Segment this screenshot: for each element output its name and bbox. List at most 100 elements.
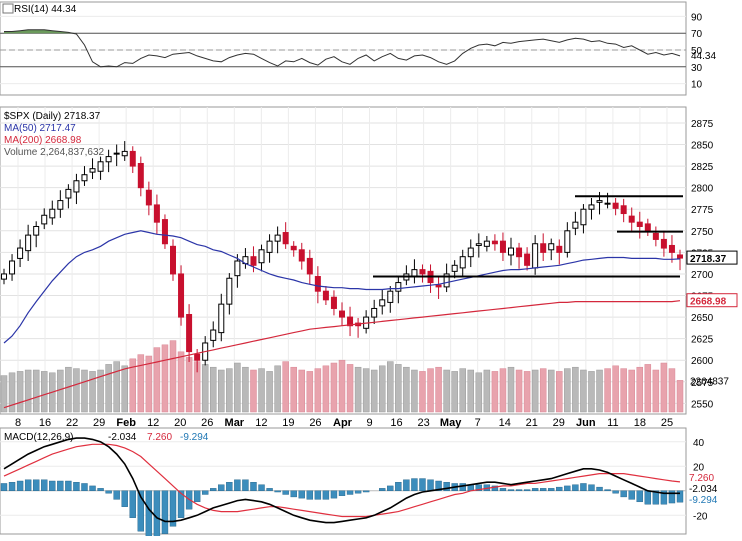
candle-body (97, 161, 104, 172)
rsi-tick-label: 50 (691, 46, 703, 57)
volume-bar (0, 375, 8, 413)
candle-body (371, 307, 378, 318)
rsi-tick-label: 90 (691, 12, 703, 23)
candle-body (395, 282, 402, 292)
macd-histogram-bar (57, 480, 64, 492)
macd-histogram-bar (362, 490, 370, 493)
volume-bar (65, 366, 72, 413)
macd-histogram-bar (81, 483, 88, 492)
x-axis-label: 18 (634, 417, 646, 429)
macd-histogram-bar (24, 479, 32, 491)
candle-body (137, 162, 144, 189)
macd-histogram-bar (475, 484, 483, 491)
volume-bar (145, 355, 153, 413)
volume-bar (403, 366, 410, 413)
volume-bar (266, 371, 273, 413)
volume-bar (419, 371, 426, 413)
x-axis-label: 16 (390, 417, 402, 429)
macd-histogram-bar (676, 490, 684, 503)
candle-body (153, 204, 160, 223)
candle-body (129, 150, 136, 167)
volume-bar (564, 368, 571, 413)
candle-body (419, 269, 426, 275)
price-tick-label: 2850 (691, 141, 714, 152)
rsi-tick-label: 30 (691, 63, 703, 74)
x-axis-label: Mar (225, 417, 245, 429)
x-axis-label: 21 (526, 417, 538, 429)
macd-histogram-bar (507, 489, 515, 492)
volume-bar (201, 364, 209, 413)
candle-body (298, 249, 305, 262)
candle-body (467, 247, 474, 258)
macd-histogram-bar (596, 486, 603, 491)
candle-body (475, 243, 482, 246)
macd-histogram-bar (177, 490, 185, 518)
volume-bar (596, 369, 603, 413)
candle-body (443, 273, 450, 288)
volume-bar (169, 340, 177, 413)
rsi-toggle-icon[interactable] (2, 3, 14, 14)
macd-histogram-bar (258, 484, 265, 491)
macd-histogram-bar (411, 478, 418, 491)
volume-bar (387, 361, 394, 413)
volume-bar (483, 369, 491, 413)
volume-bar (644, 364, 652, 413)
candle-body (564, 230, 571, 253)
price-tick-label: 2575 (691, 378, 714, 389)
macd-histogram-bar (636, 490, 643, 503)
macd-histogram-bar (298, 490, 305, 499)
macd-signal-line (3, 443, 681, 518)
volume-bar (32, 369, 40, 413)
volume-bar (378, 365, 386, 413)
candle-body (258, 249, 265, 264)
volume-bar (306, 371, 314, 413)
candle-body (57, 200, 64, 210)
macd-tick-label: 20 (693, 462, 705, 473)
candle-body (491, 240, 498, 245)
macd-histogram-bar (314, 490, 322, 500)
macd-histogram-bar (459, 483, 466, 492)
volume-bar (129, 358, 137, 413)
macd-histogram-bar (427, 479, 434, 491)
macd-histogram-bar (8, 482, 16, 492)
price-tick-label: 2825 (691, 162, 714, 173)
macd-histogram-bar (660, 490, 668, 505)
volume-bar (322, 365, 330, 413)
volume-bar (572, 366, 579, 413)
volume-bar (121, 365, 128, 413)
macd-histogram-bar (129, 490, 136, 518)
macd-histogram-bar (145, 490, 153, 537)
candle-body (620, 205, 627, 215)
volume-bar (97, 369, 104, 413)
macd-histogram-bar (330, 490, 338, 499)
candle-body (9, 260, 16, 275)
macd-histogram-bar (628, 490, 635, 500)
x-axis-label: 29 (93, 417, 105, 429)
volume-bar (443, 369, 450, 413)
macd-histogram-bar (387, 485, 394, 491)
macd-histogram-bar (588, 484, 595, 491)
macd-tick-label: -20 (693, 511, 708, 522)
macd-right-label: -9.294 (689, 495, 718, 506)
macd-histogram-bar (169, 490, 177, 527)
x-axis-label: 23 (417, 417, 429, 429)
macd-histogram-bar (32, 479, 40, 491)
candle-body (508, 247, 514, 256)
macd-histogram-bar (531, 488, 539, 492)
macd-histogram-bar (113, 490, 120, 500)
rsi-label: RSI(14) 44.34 (14, 4, 77, 15)
candle-body (499, 240, 506, 253)
price-tick-label: 2875 (691, 119, 714, 130)
candle-body (668, 244, 675, 253)
macd-histogram-bar (346, 490, 354, 495)
x-axis-label: 22 (66, 417, 78, 429)
macd-histogram-bar (379, 488, 386, 492)
macd-histogram-bar (65, 480, 72, 492)
macd-histogram-bar (652, 490, 660, 505)
macd-histogram-bar (210, 488, 217, 492)
volume-bar (8, 372, 16, 413)
macd-histogram-bar (644, 490, 652, 505)
macd-histogram-bar (395, 482, 402, 492)
volume-bar (226, 368, 233, 413)
